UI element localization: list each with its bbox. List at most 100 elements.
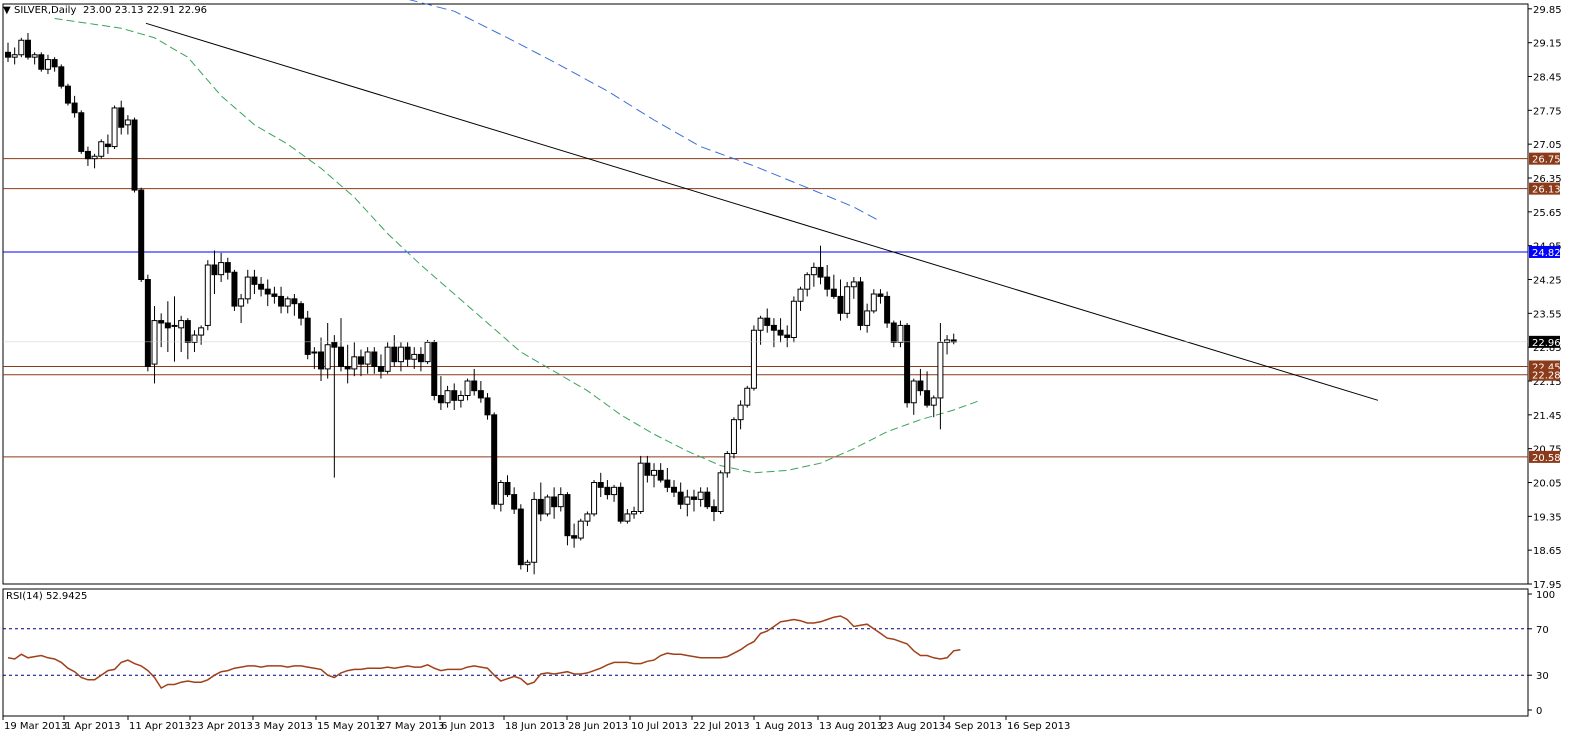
bear-candle: [377, 366, 384, 372]
price-panel: 29.8529.1528.4527.7527.0526.3525.6524.95…: [2, 0, 1562, 591]
bear-candle: [671, 486, 677, 493]
bear-candle: [517, 508, 524, 566]
bull-candle: [804, 274, 811, 290]
bull-candle: [910, 380, 917, 404]
bull-candle: [730, 419, 737, 454]
bear-candle: [537, 498, 544, 515]
bear-candle: [184, 320, 191, 343]
bear-candle: [710, 506, 717, 512]
x-axis-label: 10 Jul 2013: [631, 721, 688, 732]
bear-candle: [764, 317, 771, 326]
bear-candle: [677, 491, 684, 505]
symbol-label: SILVER,Daily: [14, 5, 76, 16]
bear-candle: [64, 85, 71, 104]
price-axis-label: 27.75: [1533, 106, 1562, 117]
level-price-box: [1529, 450, 1560, 463]
bear-candle: [371, 351, 378, 367]
price-axis-label: 23.55: [1533, 309, 1562, 320]
x-axis-label: 19 Mar 2013: [4, 721, 67, 732]
trendline[interactable]: [145, 22, 1379, 401]
bear-candle: [71, 102, 78, 114]
bull-candle: [724, 453, 731, 474]
level-price-label: 26.75: [1532, 155, 1561, 166]
rsi-panel: 100 70 30 0: [2, 588, 1555, 717]
rsi-axis-label: 30: [1536, 671, 1549, 682]
bull-candle: [637, 462, 644, 512]
price-axis-label: 17.95: [1533, 580, 1562, 591]
level-price-label: 22.28: [1532, 371, 1561, 382]
x-axis-label: 1 Apr 2013: [65, 721, 120, 732]
price-axis-label: 29.85: [1533, 5, 1562, 16]
bear-candle: [504, 482, 511, 496]
bull-candle: [797, 288, 804, 302]
price-axis-label: 22.85: [1533, 343, 1562, 354]
bear-candle: [38, 54, 45, 70]
symbol-triangle-icon[interactable]: ▼: [3, 5, 11, 16]
bear-candle: [690, 496, 697, 500]
bear-candle: [437, 395, 444, 404]
bear-candle: [5, 51, 11, 58]
bear-candle: [511, 494, 518, 510]
bull-candle: [98, 141, 105, 157]
bear-candle: [657, 469, 664, 481]
bear-candle: [471, 380, 478, 392]
bear-candle: [318, 351, 325, 370]
rsi-axis-label: 70: [1536, 625, 1549, 636]
bull-candle: [238, 298, 245, 307]
x-axis-label: 28 Jun 2013: [568, 721, 628, 732]
bear-candle: [131, 119, 138, 191]
bear-candle: [784, 334, 791, 339]
bull-candle: [311, 351, 318, 354]
bear-candle: [224, 262, 231, 273]
bear-candle: [924, 390, 931, 406]
bear-candle: [644, 462, 651, 476]
bull-candle: [897, 324, 904, 343]
bull-candle: [591, 482, 598, 515]
bear-candle: [491, 414, 498, 505]
bear-candle: [58, 66, 65, 87]
bear-candle: [551, 496, 558, 508]
x-axis-label: 15 May 2013: [317, 721, 382, 732]
bear-candle: [704, 491, 711, 508]
x-axis-label: 16 Sep 2013: [1007, 721, 1070, 732]
ohlc-label: 23.00 23.13 22.91 22.96: [83, 5, 207, 16]
fast-moving-average: [54, 18, 981, 474]
bull-candle: [844, 286, 851, 314]
bear-candle: [417, 353, 424, 363]
bull-candle: [18, 39, 25, 56]
bull-candle: [850, 281, 857, 288]
x-axis-label: 27 May 2013: [379, 721, 444, 732]
bear-candle: [890, 322, 897, 343]
price-axis-label: 24.25: [1533, 276, 1562, 287]
bull-candle: [577, 520, 584, 539]
bull-candle: [397, 346, 404, 363]
x-axis-label: 13 Aug 2013: [819, 721, 883, 732]
bear-candle: [597, 482, 604, 488]
bull-candle: [930, 397, 937, 406]
bull-candle: [631, 511, 638, 515]
bear-candle: [164, 322, 171, 329]
bear-candle: [104, 143, 111, 148]
bear-candle: [24, 39, 31, 58]
bear-candle: [604, 486, 611, 496]
bear-candle: [664, 479, 671, 488]
bear-candle: [431, 341, 438, 397]
bear-candle: [211, 264, 218, 276]
bear-candle: [950, 339, 957, 343]
bear-candle: [251, 276, 258, 285]
bull-candle: [611, 486, 618, 496]
x-axis-label: 11 Apr 2013: [129, 721, 191, 732]
price-axis-label: 27.05: [1533, 140, 1562, 151]
bear-candle: [770, 324, 777, 331]
bull-candle: [750, 329, 757, 389]
bear-candle: [564, 494, 571, 537]
bull-candle: [944, 339, 951, 343]
price-axis-label: 28.45: [1533, 73, 1562, 84]
bull-candle: [218, 262, 225, 276]
bear-candle: [271, 293, 278, 297]
bull-candle: [284, 298, 291, 307]
bear-candle: [917, 380, 924, 392]
